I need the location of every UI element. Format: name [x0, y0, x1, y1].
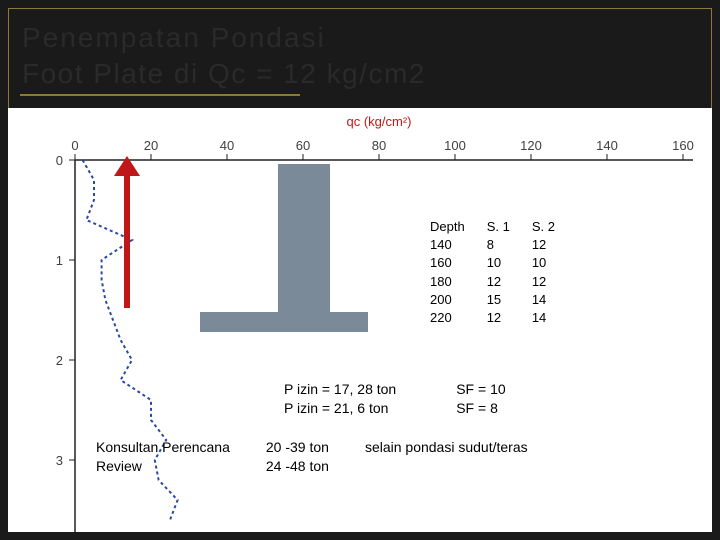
pizin-line: SF = 10	[456, 380, 505, 399]
table-cell: 12	[532, 273, 555, 291]
table-cell: 14	[532, 291, 555, 309]
table-cell: 14	[532, 309, 555, 327]
table-cell: 180	[430, 273, 465, 291]
table-cell: 8	[487, 236, 510, 254]
review-line: Konsultan Perencana	[96, 438, 230, 457]
svg-text:qc (kg/cm²): qc (kg/cm²)	[347, 114, 412, 129]
table-cell: 140	[430, 236, 465, 254]
svg-text:140: 140	[596, 138, 618, 153]
load-arrow-head	[114, 156, 140, 176]
title-underline	[20, 94, 300, 96]
svg-text:40: 40	[220, 138, 234, 153]
svg-text:20: 20	[144, 138, 158, 153]
svg-text:0: 0	[71, 138, 78, 153]
table-cell: 220	[430, 309, 465, 327]
pizin-line: P izin = 17, 28 ton	[284, 380, 396, 399]
pizin-col-left: P izin = 17, 28 tonP izin = 21, 6 ton	[284, 380, 396, 418]
foundation-stem-shape	[278, 164, 330, 312]
table-cell: 15	[487, 291, 510, 309]
review-row: Konsultan PerencanaReview 20 -39 ton24 -4…	[96, 438, 528, 476]
pizin-col-right: SF = 10SF = 8	[456, 380, 505, 418]
review-line: selain pondasi sudut/teras	[365, 438, 528, 457]
svg-text:3: 3	[56, 453, 63, 468]
review-col: 20 -39 ton24 -48 ton	[266, 438, 329, 476]
depth-table-col: Depth140160180200220	[430, 218, 465, 327]
depth-table-col: S. 21210121414	[532, 218, 555, 327]
pizin-line: SF = 8	[456, 399, 505, 418]
title-line1: Penempatan Pondasi	[22, 22, 326, 54]
foundation-base-shape	[200, 312, 368, 332]
table-cell: 10	[487, 254, 510, 272]
pizin-line: P izin = 21, 6 ton	[284, 399, 396, 418]
table-cell: 200	[430, 291, 465, 309]
svg-text:2: 2	[56, 353, 63, 368]
p-izin-block: P izin = 17, 28 tonP izin = 21, 6 ton SF …	[284, 380, 506, 418]
table-header: Depth	[430, 218, 465, 236]
review-line: 24 -48 ton	[266, 457, 329, 476]
review-col: Konsultan PerencanaReview	[96, 438, 230, 476]
table-header: S. 2	[532, 218, 555, 236]
svg-text:60: 60	[296, 138, 310, 153]
table-cell: 160	[430, 254, 465, 272]
review-line: Review	[96, 457, 230, 476]
table-header: S. 1	[487, 218, 510, 236]
svg-text:100: 100	[444, 138, 466, 153]
svg-text:160: 160	[672, 138, 694, 153]
svg-text:1: 1	[56, 253, 63, 268]
table-cell: 12	[487, 273, 510, 291]
svg-text:120: 120	[520, 138, 542, 153]
depth-table-col: S. 1810121512	[487, 218, 510, 327]
review-line: 20 -39 ton	[266, 438, 329, 457]
svg-text:80: 80	[372, 138, 386, 153]
review-col: selain pondasi sudut/teras	[365, 438, 528, 476]
table-cell: 12	[532, 236, 555, 254]
title-line2: Foot Plate di Qc = 12 kg/cm2	[22, 58, 426, 90]
table-cell: 12	[487, 309, 510, 327]
depth-table: Depth140160180200220S. 1810121512S. 2121…	[430, 218, 555, 327]
svg-text:0: 0	[56, 153, 63, 168]
load-arrow-shaft	[124, 170, 130, 308]
table-cell: 10	[532, 254, 555, 272]
